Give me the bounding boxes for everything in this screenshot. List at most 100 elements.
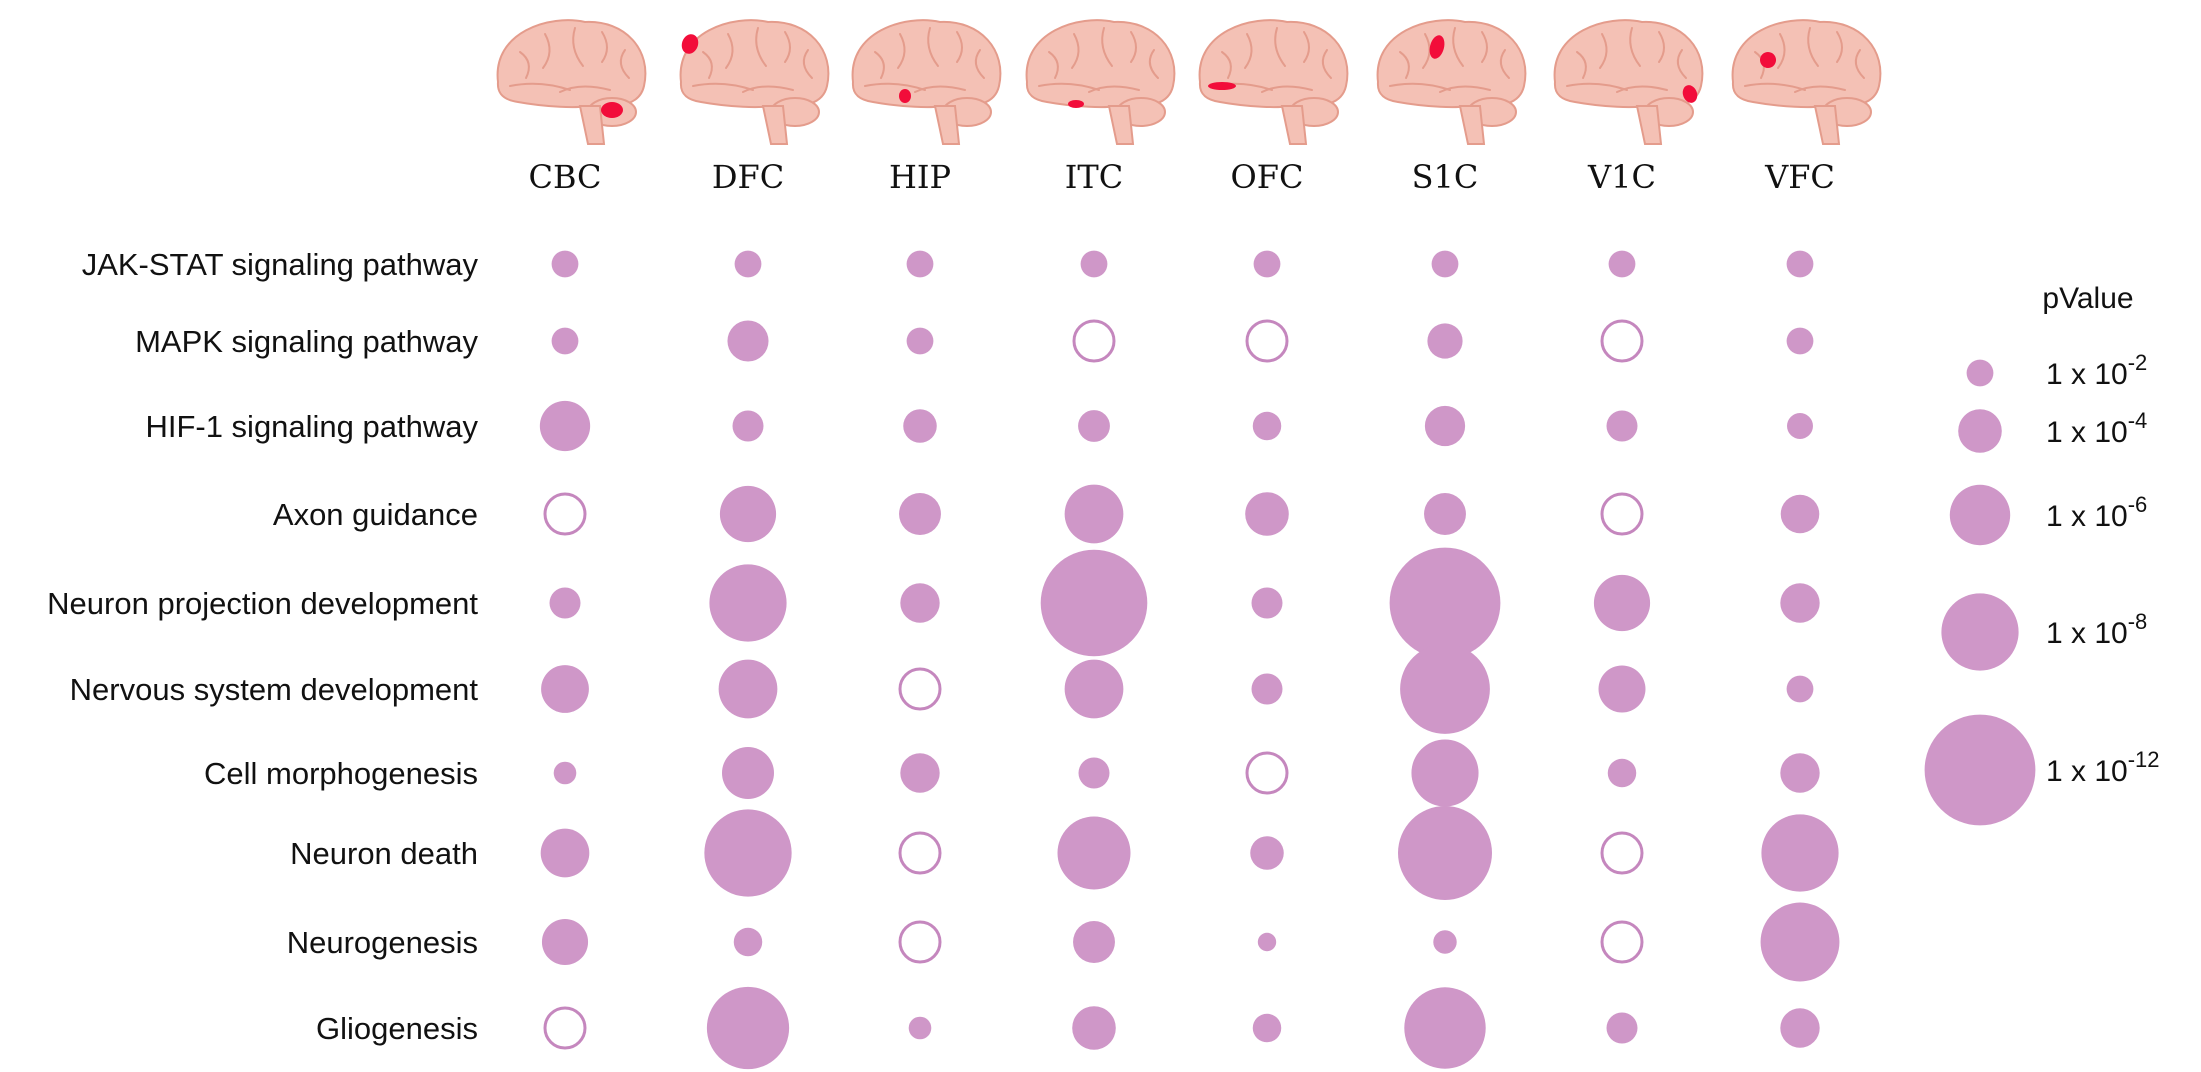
row-label: Neurogenesis bbox=[287, 925, 478, 960]
bubble-empty bbox=[543, 1006, 587, 1050]
column-label: V1C bbox=[1587, 158, 1656, 196]
bubble bbox=[733, 927, 763, 957]
row-label: Neuron projection development bbox=[47, 586, 478, 621]
brain-icon bbox=[1198, 19, 1349, 145]
bubble bbox=[551, 327, 579, 355]
brain-icon bbox=[1376, 19, 1527, 145]
bubble bbox=[1252, 411, 1282, 441]
bubble bbox=[1080, 250, 1108, 278]
legend-title: pValue bbox=[2042, 282, 2133, 315]
brain-icon-row bbox=[496, 19, 1882, 145]
bubble bbox=[1593, 574, 1651, 632]
brain-region-highlight bbox=[1208, 82, 1236, 90]
bubble bbox=[1427, 323, 1463, 359]
bubble bbox=[1072, 1006, 1116, 1050]
column-label: CBC bbox=[528, 158, 601, 196]
bubble bbox=[1760, 902, 1840, 982]
legend-bubble bbox=[1941, 593, 2019, 671]
brain-region-highlight bbox=[1068, 100, 1084, 108]
column-label: S1C bbox=[1412, 158, 1479, 196]
bubble bbox=[1787, 413, 1813, 439]
brain-icon bbox=[679, 19, 830, 145]
bubble bbox=[1761, 814, 1839, 892]
legend-bubble bbox=[1949, 484, 2011, 546]
bubble bbox=[722, 747, 774, 799]
brain-icon bbox=[851, 19, 1002, 145]
legend: pValue 1 x 10-2 1 x 10-4 1 x 10-6 1 x 10-8 1… bbox=[1924, 282, 2160, 826]
legend-bubble bbox=[1966, 359, 1994, 387]
bubble bbox=[1245, 492, 1289, 536]
brain-region-highlight bbox=[681, 34, 699, 54]
bubble bbox=[553, 761, 577, 785]
brain-region-highlight bbox=[1429, 35, 1445, 59]
row-label: Axon guidance bbox=[273, 497, 478, 532]
bubble-empty bbox=[898, 831, 942, 875]
legend-label: 1 x 10-8 bbox=[2046, 609, 2147, 650]
bubble bbox=[1431, 250, 1459, 278]
bubble bbox=[718, 659, 778, 719]
bubble bbox=[900, 753, 940, 793]
bubble bbox=[704, 809, 792, 897]
bubble bbox=[719, 485, 777, 543]
column-label: DFC bbox=[712, 158, 784, 196]
brain-region-highlight bbox=[1682, 85, 1698, 103]
bubble bbox=[1078, 757, 1110, 789]
bubble bbox=[900, 583, 940, 623]
bubble bbox=[1389, 547, 1501, 659]
bubble bbox=[1598, 665, 1646, 713]
bubble bbox=[1078, 410, 1110, 442]
row-label: JAK-STAT signaling pathway bbox=[82, 247, 479, 282]
bubble bbox=[1786, 327, 1814, 355]
column-label: VFC bbox=[1764, 158, 1835, 196]
legend-label: 1 x 10-12 bbox=[2046, 747, 2160, 788]
bubble bbox=[1786, 675, 1814, 703]
bubble bbox=[899, 493, 941, 535]
bubble bbox=[732, 410, 764, 442]
bubble-grid bbox=[539, 250, 1840, 1070]
bubble bbox=[1400, 644, 1490, 734]
legend-label: 1 x 10-4 bbox=[2046, 408, 2147, 449]
bubble bbox=[1606, 1012, 1638, 1044]
bubble bbox=[1607, 758, 1637, 788]
bubble-empty bbox=[1600, 319, 1644, 363]
bubble bbox=[1252, 1013, 1282, 1043]
brain-icon bbox=[1731, 19, 1882, 145]
legend-label: 1 x 10-2 bbox=[2046, 350, 2147, 391]
brain-icon bbox=[496, 19, 647, 145]
bubble bbox=[1780, 494, 1820, 534]
legend-bubble bbox=[1958, 409, 2002, 453]
bubble bbox=[906, 250, 934, 278]
bubble bbox=[1433, 930, 1457, 954]
brain-region-highlight bbox=[1760, 52, 1776, 68]
bubble bbox=[1608, 250, 1636, 278]
bubble-empty bbox=[1072, 319, 1116, 363]
bubble bbox=[540, 828, 590, 878]
bubble bbox=[549, 587, 581, 619]
brain-region-highlight bbox=[601, 102, 623, 118]
bubble-empty bbox=[1245, 319, 1289, 363]
bubble bbox=[1257, 932, 1277, 952]
row-label: Cell morphogenesis bbox=[204, 756, 478, 791]
column-label: HIP bbox=[889, 158, 951, 196]
bubble bbox=[1786, 250, 1814, 278]
row-label: HIF-1 signaling pathway bbox=[145, 409, 478, 444]
bubble bbox=[1253, 250, 1281, 278]
bubble bbox=[1398, 806, 1492, 900]
legend-bubble bbox=[1924, 714, 2036, 826]
bubble bbox=[1780, 753, 1820, 793]
column-label: ITC bbox=[1065, 158, 1123, 196]
brain-icon bbox=[1025, 19, 1176, 145]
bubble bbox=[1424, 405, 1466, 447]
bubble bbox=[1606, 410, 1638, 442]
bubble bbox=[1251, 587, 1283, 619]
bubble-empty bbox=[898, 667, 942, 711]
bubble bbox=[903, 409, 937, 443]
bubble bbox=[1780, 1008, 1820, 1048]
bubble bbox=[541, 918, 589, 966]
bubble bbox=[727, 320, 769, 362]
column-label: OFC bbox=[1231, 158, 1304, 196]
bubble bbox=[1424, 493, 1466, 535]
row-labels: JAK-STAT signaling pathway MAPK signaling… bbox=[47, 247, 478, 1046]
bubble bbox=[541, 665, 589, 713]
